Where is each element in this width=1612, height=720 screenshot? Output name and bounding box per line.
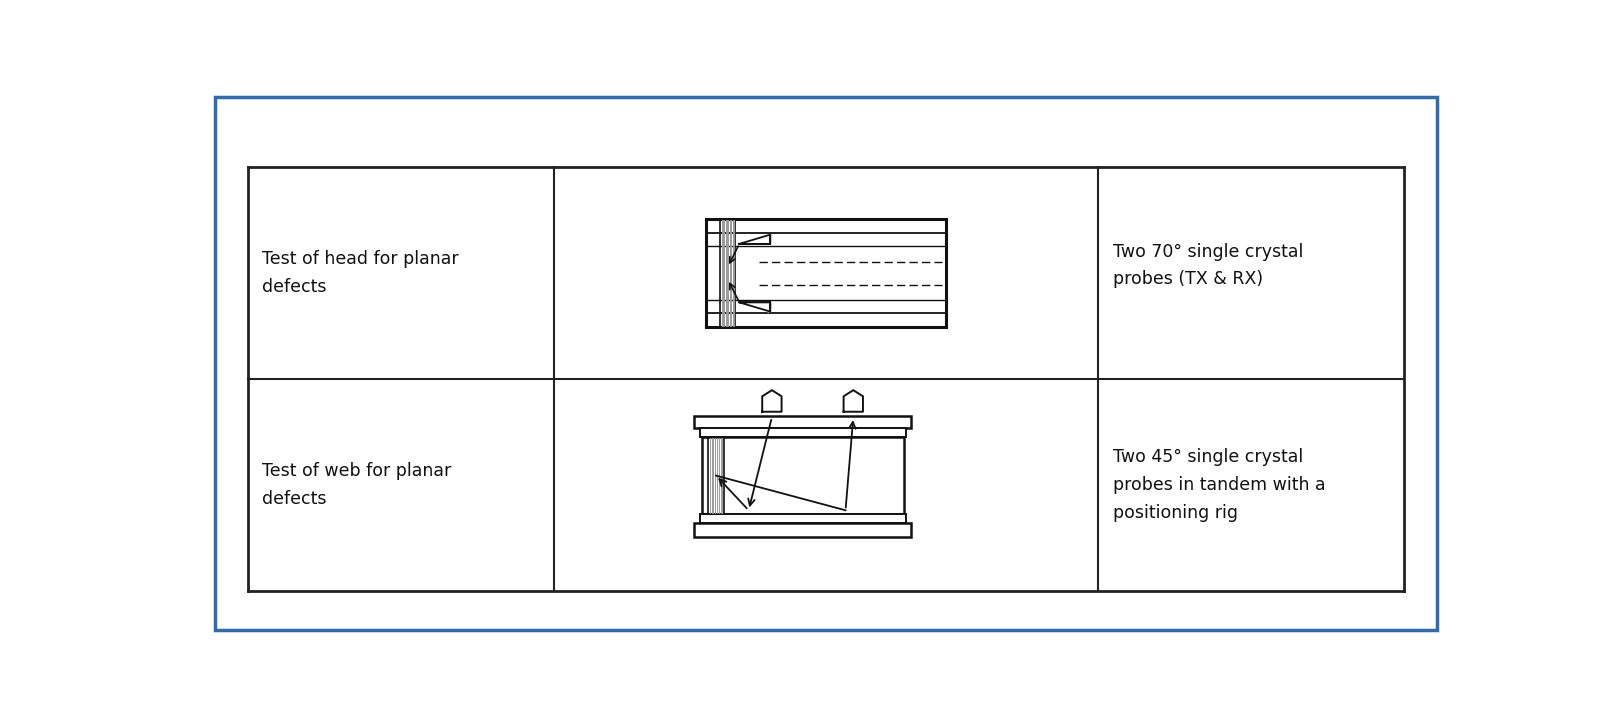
Bar: [700, 514, 906, 523]
Bar: [695, 415, 911, 428]
Bar: [708, 437, 724, 514]
Text: Test of head for planar
defects: Test of head for planar defects: [261, 251, 458, 296]
Text: Two 45° single crystal
probes in tandem with a
positioning rig: Two 45° single crystal probes in tandem …: [1114, 448, 1327, 522]
Bar: [721, 219, 735, 327]
Polygon shape: [762, 390, 782, 412]
Polygon shape: [740, 302, 771, 312]
Bar: [703, 437, 904, 514]
Bar: [695, 523, 911, 537]
Polygon shape: [740, 235, 771, 244]
Polygon shape: [843, 390, 862, 412]
Bar: [700, 428, 906, 437]
Text: Two 70° single crystal
probes (TX & RX): Two 70° single crystal probes (TX & RX): [1114, 243, 1304, 288]
Text: Test of web for planar
defects: Test of web for planar defects: [261, 462, 451, 508]
